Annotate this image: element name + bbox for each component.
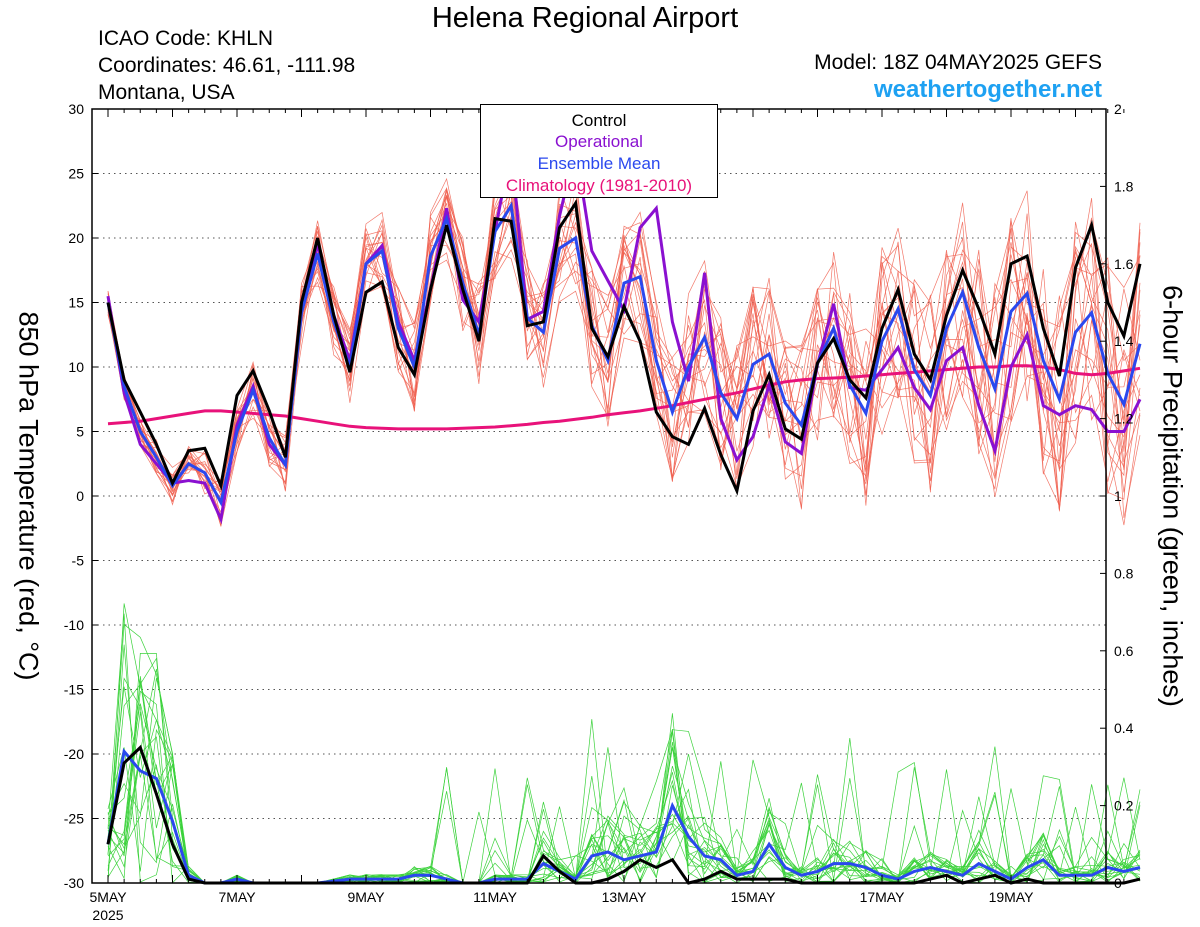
x-tick-label: 15MAY bbox=[731, 889, 777, 905]
right-tick-label: 0 bbox=[1114, 875, 1122, 891]
right-tick-label: 0.6 bbox=[1114, 643, 1134, 659]
left-tick-label: -5 bbox=[72, 553, 85, 569]
left-tick-label: -30 bbox=[64, 875, 84, 891]
legend-control: Control bbox=[571, 111, 627, 130]
temperature-member-line bbox=[107, 188, 1141, 518]
control-line bbox=[106, 198, 1142, 496]
right-tick-label: 0.4 bbox=[1114, 720, 1134, 736]
legend-ensemble-mean: Ensemble Mean bbox=[537, 154, 661, 173]
temperature-member-line bbox=[107, 194, 1141, 497]
legend: Control Operational Ensemble Mean Climat… bbox=[480, 104, 718, 198]
left-tick-label: -25 bbox=[64, 811, 84, 827]
x-tick-label: 11MAY bbox=[473, 889, 517, 905]
left-tick-label: 10 bbox=[68, 359, 84, 375]
icao-code: ICAO Code: KHLN bbox=[98, 27, 274, 50]
temperature-member-line bbox=[107, 177, 1141, 511]
model-run: Model: 18Z 04MAY2025 GEFS bbox=[814, 51, 1102, 74]
precip-member-line bbox=[107, 677, 1141, 884]
location: Montana, USA bbox=[98, 81, 235, 104]
temperature-member-line bbox=[107, 167, 1141, 518]
year-label: 2025 bbox=[92, 907, 123, 923]
left-tick-label: 15 bbox=[68, 295, 84, 311]
coordinates: Coordinates: 46.61, -111.98 bbox=[98, 54, 356, 77]
left-axis-label: 850 hPa Temperature (red, °C) bbox=[13, 311, 44, 681]
x-tick-label: 7MAY bbox=[218, 889, 256, 905]
precip-member-line bbox=[107, 652, 1141, 884]
right-axis-label: 6-hour Precipitation (green, inches) bbox=[1157, 285, 1188, 707]
temperature-member-line bbox=[107, 163, 1141, 493]
right-tick-label: 1.6 bbox=[1114, 256, 1134, 272]
operational-line bbox=[106, 147, 1142, 525]
x-tick-label: 5MAY bbox=[89, 889, 127, 905]
precip-member-line bbox=[107, 676, 1141, 884]
temperature-member-line bbox=[107, 163, 1141, 497]
ensemble-mean-line bbox=[106, 201, 1142, 507]
x-tick-label: 13MAY bbox=[602, 889, 648, 905]
right-tick-label: 1.4 bbox=[1114, 333, 1134, 349]
right-tick-label: 2 bbox=[1114, 101, 1122, 117]
precip-member-line bbox=[107, 703, 1141, 884]
series-lines bbox=[106, 147, 1142, 885]
left-tick-label: 5 bbox=[76, 424, 84, 440]
temperature-member-line bbox=[107, 160, 1141, 525]
precipitation-members bbox=[107, 603, 1141, 884]
left-tick-label: 0 bbox=[76, 488, 84, 504]
right-tick-label: 1.8 bbox=[1114, 178, 1134, 194]
x-tick-label: 19MAY bbox=[989, 889, 1035, 905]
right-tick-label: 1 bbox=[1114, 488, 1122, 504]
right-tick-label: 1.2 bbox=[1114, 411, 1134, 427]
axis-ticks: 302520151050-5-10-15-20-25-3021.81.61.41… bbox=[64, 101, 1134, 923]
precip-member-line bbox=[107, 668, 1141, 884]
legend-operational: Operational bbox=[555, 132, 643, 151]
precip-member-line bbox=[107, 711, 1141, 884]
right-tick-label: 0.8 bbox=[1114, 565, 1134, 581]
legend-climatology: Climatology (1981-2010) bbox=[505, 176, 693, 195]
chart-title: Helena Regional Airport bbox=[431, 2, 739, 34]
site-link[interactable]: weathertogether.net bbox=[873, 76, 1102, 103]
left-tick-label: -20 bbox=[64, 746, 84, 762]
left-tick-label: 25 bbox=[68, 166, 84, 182]
temperature-members bbox=[107, 160, 1141, 527]
precip-member-line bbox=[107, 613, 1141, 884]
left-tick-label: 20 bbox=[68, 230, 84, 246]
left-tick-label: 30 bbox=[68, 101, 84, 117]
precip-member-line bbox=[107, 603, 1141, 884]
left-tick-label: -10 bbox=[64, 617, 84, 633]
left-tick-label: -15 bbox=[64, 682, 84, 698]
right-tick-label: 0.2 bbox=[1114, 798, 1134, 814]
x-tick-label: 17MAY bbox=[860, 889, 906, 905]
x-tick-label: 9MAY bbox=[347, 889, 385, 905]
grid-lines bbox=[92, 173, 1106, 819]
precip-member-line bbox=[107, 677, 1141, 884]
precip-member-line bbox=[107, 713, 1141, 884]
